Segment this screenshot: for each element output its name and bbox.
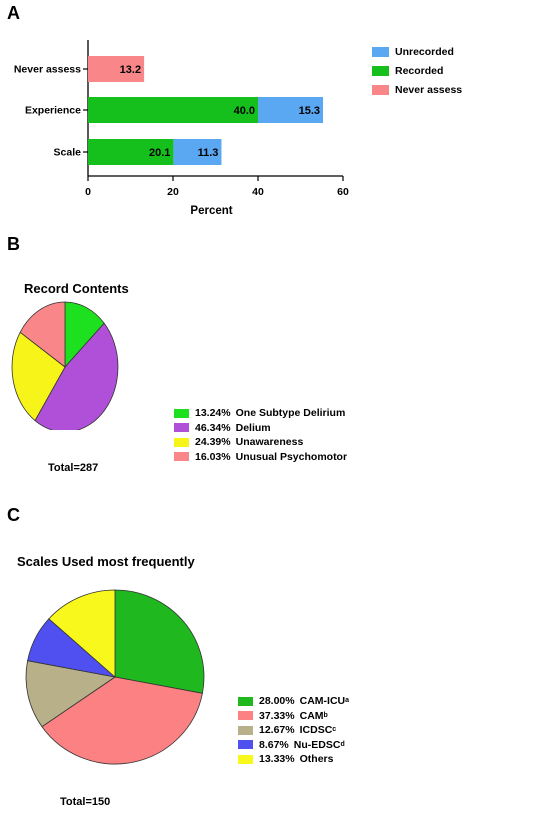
legend-label: Recorded xyxy=(395,64,444,77)
legend-percent: 13.24% xyxy=(195,407,231,420)
x-tick-label-0: 0 xyxy=(85,186,91,198)
data-label-experience-unrecorded: 15.3 xyxy=(299,105,320,117)
bar-experience-recorded xyxy=(88,97,258,123)
scales-used-total: Total=150 xyxy=(60,796,111,808)
panel-b-letter: B xyxy=(7,234,20,254)
legend-percent: 46.34% xyxy=(195,421,231,434)
legend-label: Others xyxy=(299,753,334,766)
scales-used-slice-others xyxy=(48,589,116,678)
scales-used-legend-item-others: 13.33% Others xyxy=(238,752,349,767)
scales-used-legend-item-nu-edsc: 8.67% Nu-EDSC d xyxy=(238,738,349,753)
legend-label: Unrecorded xyxy=(395,45,454,58)
legend-label: Unawareness xyxy=(235,436,304,449)
record-contents-pie xyxy=(11,301,119,430)
x-tick-label-40: 40 xyxy=(252,186,264,198)
legend-swatch xyxy=(174,452,189,462)
legend-item-unrecorded: Unrecorded xyxy=(372,42,462,61)
scales-used-legend-item-cam-icu: 28.00% CAM-ICU a xyxy=(238,694,349,709)
data-label-scale-unrecorded: 11.3 xyxy=(198,147,219,159)
legend-item-recorded: Recorded xyxy=(372,61,462,80)
legend-swatch xyxy=(372,84,389,95)
y-tick-label-scale: Scale xyxy=(54,147,82,159)
legend-percent: 37.33% xyxy=(259,709,295,722)
legend-swatch xyxy=(372,46,389,57)
legend-swatch xyxy=(238,754,253,764)
legend-label: CAM-ICU xyxy=(299,695,346,708)
legend-percent: 8.67% xyxy=(259,738,289,751)
bar-experience-unrecorded xyxy=(258,97,324,123)
bar-scale-unrecorded xyxy=(173,139,222,165)
panel-c-letter: C xyxy=(7,505,20,525)
legend-swatch xyxy=(238,725,253,735)
data-label-scale-recorded: 20.1 xyxy=(149,147,170,159)
legend-percent: 13.33% xyxy=(259,753,295,766)
x-tick-label-20: 20 xyxy=(167,186,179,198)
record-contents-legend-item-unawareness: 24.39% Unawareness xyxy=(174,435,347,450)
y-tick-label-never-assess: Never assess xyxy=(14,64,81,76)
bar-chart: Never assess 13.2 Experience 40.0 15.3 Scale 2… xyxy=(14,40,349,217)
legend-percent: 16.03% xyxy=(195,450,231,463)
legend-swatch xyxy=(238,696,253,706)
legend-swatch xyxy=(174,408,189,418)
legend-swatch xyxy=(372,65,389,76)
legend-swatch xyxy=(174,437,189,447)
scales-used-title: Scales Used most frequently xyxy=(17,554,195,569)
legend-label: Nu-EDSC xyxy=(293,738,341,751)
legend-label: Delium xyxy=(235,421,271,434)
scales-used-legend: 28.00% CAM-ICU a 37.33% CAM b 12.67% ICDSC c 8.67… xyxy=(238,694,349,767)
legend-swatch xyxy=(174,423,189,433)
panel-a-letter: A xyxy=(7,3,20,23)
record-contents-legend: 13.24% One Subtype Delirium 46.34% Delium 24… xyxy=(174,406,347,464)
legend-percent: 28.00% xyxy=(259,695,295,708)
scales-used-slice-icdsc xyxy=(25,660,117,728)
legend-label: One Subtype Delirium xyxy=(235,407,346,420)
scales-used-legend-item-cam: 37.33% CAM b xyxy=(238,709,349,724)
x-tick-label-60: 60 xyxy=(337,186,349,198)
record-contents-slice-one-subtype-delirium xyxy=(64,301,105,369)
legend-label: Never assess xyxy=(395,83,463,96)
record-contents-legend-item-delium: 46.34% Delium xyxy=(174,421,347,436)
data-label-experience-recorded: 40.0 xyxy=(234,105,255,117)
record-contents-title: Record Contents xyxy=(24,281,129,296)
x-axis-title: Percent xyxy=(190,205,232,217)
y-tick-label-experience: Experience xyxy=(25,105,81,117)
record-contents-slice-unawareness xyxy=(11,331,66,422)
scales-used-legend-item-icdsc: 12.67% ICDSC c xyxy=(238,723,349,738)
legend-swatch xyxy=(238,711,253,721)
legend-label: CAM xyxy=(299,709,324,722)
legend-percent: 24.39% xyxy=(195,436,231,449)
data-label-never-assess-never-assess: 13.2 xyxy=(120,64,141,76)
record-contents-slice-delium xyxy=(34,322,119,430)
record-contents-slice-unusual-psychomotor xyxy=(19,301,66,368)
bar-never-assess-never-assess xyxy=(88,56,145,82)
legend-label: ICDSC xyxy=(299,724,333,737)
record-contents-legend-item-one-subtype-delirium: 13.24% One Subtype Delirium xyxy=(174,406,347,421)
legend-percent: 12.67% xyxy=(259,724,295,737)
scales-used-pie xyxy=(25,589,205,765)
legend-label: Unusual Psychomotor xyxy=(235,450,348,463)
bar-chart-legend: Unrecorded Recorded Never assess xyxy=(372,42,462,99)
scales-used-slice-cam-icu xyxy=(114,589,205,694)
legend-item-never-assess: Never assess xyxy=(372,80,462,99)
legend-swatch xyxy=(238,740,253,750)
record-contents-total: Total=287 xyxy=(48,462,99,474)
bar-scale-recorded xyxy=(88,139,174,165)
scales-used-slice-cam xyxy=(41,676,203,765)
record-contents-legend-item-unusual-psychomotor: 16.03% Unusual Psychomotor xyxy=(174,450,347,465)
